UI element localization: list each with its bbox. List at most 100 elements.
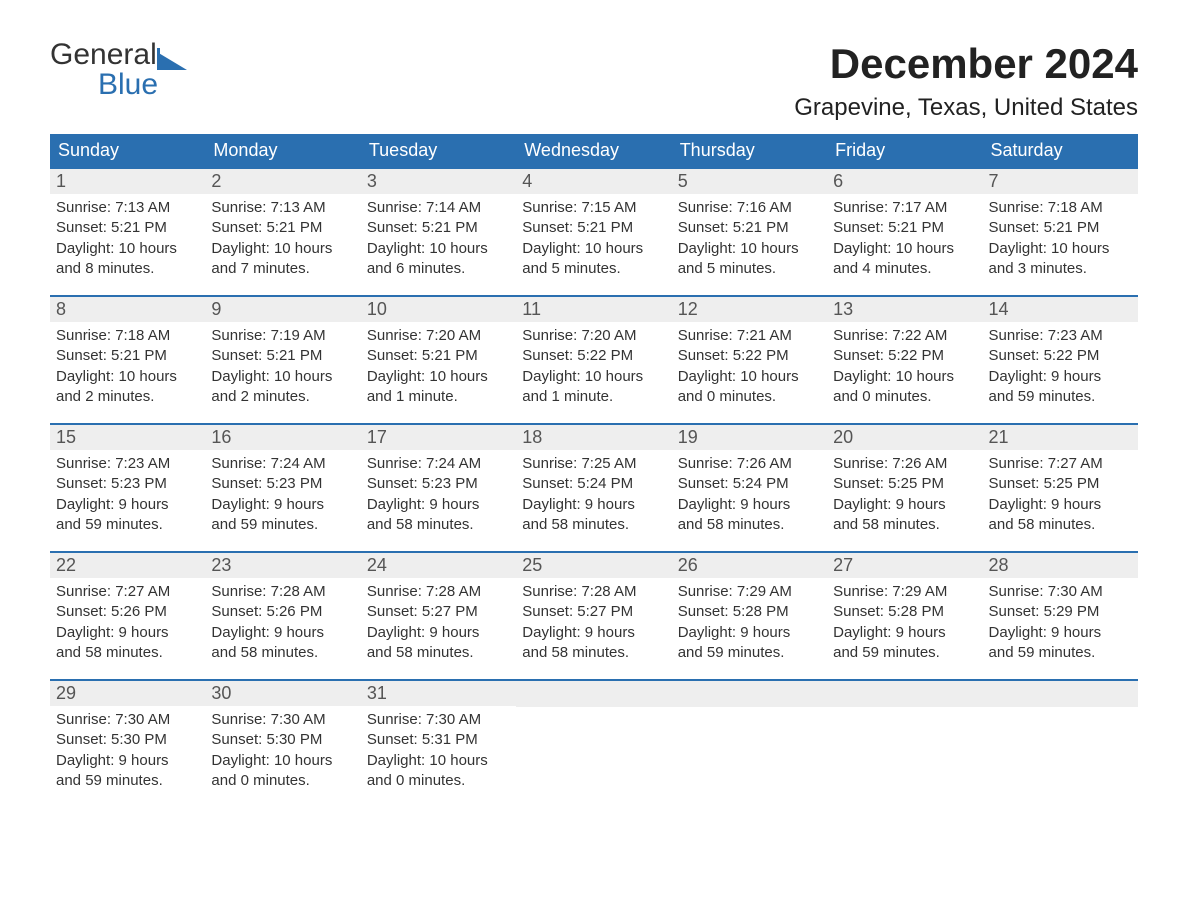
sunset-text: Sunset: 5:28 PM xyxy=(833,602,976,622)
sunset-text: Sunset: 5:22 PM xyxy=(833,346,976,366)
sunset-text: Sunset: 5:30 PM xyxy=(56,730,199,750)
header: General Blue December 2024 Grapevine, Te… xyxy=(50,40,1138,122)
sunrise-text: Sunrise: 7:19 AM xyxy=(211,326,354,346)
calendar-cell: 11Sunrise: 7:20 AMSunset: 5:22 PMDayligh… xyxy=(516,295,671,423)
day-content: Sunrise: 7:19 AMSunset: 5:21 PMDaylight:… xyxy=(205,322,360,411)
sunset-text: Sunset: 5:21 PM xyxy=(56,346,199,366)
day-number: 4 xyxy=(516,167,671,194)
day-number: 27 xyxy=(827,551,982,578)
calendar-cell: 10Sunrise: 7:20 AMSunset: 5:21 PMDayligh… xyxy=(361,295,516,423)
calendar-cell: 23Sunrise: 7:28 AMSunset: 5:26 PMDayligh… xyxy=(205,551,360,679)
sunset-text: Sunset: 5:21 PM xyxy=(989,218,1132,238)
daylight-text: and 8 minutes. xyxy=(56,259,199,279)
sunrise-text: Sunrise: 7:15 AM xyxy=(522,198,665,218)
calendar-cell: 18Sunrise: 7:25 AMSunset: 5:24 PMDayligh… xyxy=(516,423,671,551)
daylight-text: and 0 minutes. xyxy=(211,771,354,791)
weekday-thursday: Thursday xyxy=(672,134,827,167)
calendar-cell xyxy=(983,679,1138,807)
calendar-cell: 9Sunrise: 7:19 AMSunset: 5:21 PMDaylight… xyxy=(205,295,360,423)
day-content: Sunrise: 7:14 AMSunset: 5:21 PMDaylight:… xyxy=(361,194,516,283)
day-content: Sunrise: 7:28 AMSunset: 5:27 PMDaylight:… xyxy=(361,578,516,667)
calendar-cell: 26Sunrise: 7:29 AMSunset: 5:28 PMDayligh… xyxy=(672,551,827,679)
day-content: Sunrise: 7:26 AMSunset: 5:24 PMDaylight:… xyxy=(672,450,827,539)
day-number: 13 xyxy=(827,295,982,322)
sunrise-text: Sunrise: 7:28 AM xyxy=(522,582,665,602)
daylight-text: Daylight: 10 hours xyxy=(678,239,821,259)
day-number: 8 xyxy=(50,295,205,322)
sunrise-text: Sunrise: 7:18 AM xyxy=(56,326,199,346)
calendar-cell: 7Sunrise: 7:18 AMSunset: 5:21 PMDaylight… xyxy=(983,167,1138,295)
daylight-text: Daylight: 9 hours xyxy=(989,367,1132,387)
sunrise-text: Sunrise: 7:18 AM xyxy=(989,198,1132,218)
logo-text-general: General xyxy=(50,40,157,70)
sunrise-text: Sunrise: 7:29 AM xyxy=(678,582,821,602)
day-number: 10 xyxy=(361,295,516,322)
calendar-cell: 16Sunrise: 7:24 AMSunset: 5:23 PMDayligh… xyxy=(205,423,360,551)
day-content: Sunrise: 7:28 AMSunset: 5:27 PMDaylight:… xyxy=(516,578,671,667)
day-content: Sunrise: 7:25 AMSunset: 5:24 PMDaylight:… xyxy=(516,450,671,539)
sunrise-text: Sunrise: 7:13 AM xyxy=(211,198,354,218)
weekday-header-row: Sunday Monday Tuesday Wednesday Thursday… xyxy=(50,134,1138,167)
sunrise-text: Sunrise: 7:25 AM xyxy=(522,454,665,474)
sunrise-text: Sunrise: 7:13 AM xyxy=(56,198,199,218)
daylight-text: and 58 minutes. xyxy=(367,643,510,663)
sunrise-text: Sunrise: 7:14 AM xyxy=(367,198,510,218)
day-content: Sunrise: 7:29 AMSunset: 5:28 PMDaylight:… xyxy=(827,578,982,667)
daylight-text: Daylight: 10 hours xyxy=(211,239,354,259)
sunrise-text: Sunrise: 7:20 AM xyxy=(367,326,510,346)
sunrise-text: Sunrise: 7:30 AM xyxy=(989,582,1132,602)
day-content: Sunrise: 7:15 AMSunset: 5:21 PMDaylight:… xyxy=(516,194,671,283)
day-number: 24 xyxy=(361,551,516,578)
daylight-text: and 58 minutes. xyxy=(989,515,1132,535)
calendar-cell: 2Sunrise: 7:13 AMSunset: 5:21 PMDaylight… xyxy=(205,167,360,295)
daylight-text: Daylight: 10 hours xyxy=(833,239,976,259)
daylight-text: and 58 minutes. xyxy=(56,643,199,663)
daylight-text: Daylight: 10 hours xyxy=(211,751,354,771)
daylight-text: and 2 minutes. xyxy=(56,387,199,407)
day-number: 9 xyxy=(205,295,360,322)
daylight-text: Daylight: 10 hours xyxy=(56,239,199,259)
day-content: Sunrise: 7:30 AMSunset: 5:31 PMDaylight:… xyxy=(361,706,516,795)
weekday-saturday: Saturday xyxy=(983,134,1138,167)
daylight-text: and 6 minutes. xyxy=(367,259,510,279)
sunset-text: Sunset: 5:26 PM xyxy=(56,602,199,622)
calendar-week-row: 15Sunrise: 7:23 AMSunset: 5:23 PMDayligh… xyxy=(50,423,1138,551)
calendar-cell: 6Sunrise: 7:17 AMSunset: 5:21 PMDaylight… xyxy=(827,167,982,295)
sunset-text: Sunset: 5:27 PM xyxy=(367,602,510,622)
day-content: Sunrise: 7:22 AMSunset: 5:22 PMDaylight:… xyxy=(827,322,982,411)
day-content: Sunrise: 7:13 AMSunset: 5:21 PMDaylight:… xyxy=(205,194,360,283)
daylight-text: and 59 minutes. xyxy=(211,515,354,535)
daylight-text: and 58 minutes. xyxy=(678,515,821,535)
calendar-cell: 3Sunrise: 7:14 AMSunset: 5:21 PMDaylight… xyxy=(361,167,516,295)
sunset-text: Sunset: 5:23 PM xyxy=(56,474,199,494)
daylight-text: Daylight: 9 hours xyxy=(989,623,1132,643)
daylight-text: Daylight: 10 hours xyxy=(56,367,199,387)
daylight-text: and 7 minutes. xyxy=(211,259,354,279)
calendar-cell: 31Sunrise: 7:30 AMSunset: 5:31 PMDayligh… xyxy=(361,679,516,807)
month-title: December 2024 xyxy=(794,40,1138,88)
calendar-cell: 15Sunrise: 7:23 AMSunset: 5:23 PMDayligh… xyxy=(50,423,205,551)
day-content: Sunrise: 7:23 AMSunset: 5:23 PMDaylight:… xyxy=(50,450,205,539)
day-number: 3 xyxy=(361,167,516,194)
daylight-text: Daylight: 10 hours xyxy=(678,367,821,387)
sunrise-text: Sunrise: 7:21 AM xyxy=(678,326,821,346)
daylight-text: Daylight: 10 hours xyxy=(367,239,510,259)
sunrise-text: Sunrise: 7:30 AM xyxy=(56,710,199,730)
day-content: Sunrise: 7:20 AMSunset: 5:21 PMDaylight:… xyxy=(361,322,516,411)
daylight-text: and 59 minutes. xyxy=(678,643,821,663)
daylight-text: and 0 minutes. xyxy=(833,387,976,407)
sunrise-text: Sunrise: 7:29 AM xyxy=(833,582,976,602)
daylight-text: and 0 minutes. xyxy=(367,771,510,791)
sunset-text: Sunset: 5:21 PM xyxy=(56,218,199,238)
calendar-cell: 22Sunrise: 7:27 AMSunset: 5:26 PMDayligh… xyxy=(50,551,205,679)
daylight-text: Daylight: 10 hours xyxy=(833,367,976,387)
daylight-text: Daylight: 9 hours xyxy=(56,623,199,643)
calendar-cell: 12Sunrise: 7:21 AMSunset: 5:22 PMDayligh… xyxy=(672,295,827,423)
day-number: 16 xyxy=(205,423,360,450)
daylight-text: Daylight: 9 hours xyxy=(522,495,665,515)
day-content: Sunrise: 7:30 AMSunset: 5:30 PMDaylight:… xyxy=(205,706,360,795)
daylight-text: Daylight: 9 hours xyxy=(833,495,976,515)
day-number: 14 xyxy=(983,295,1138,322)
sunset-text: Sunset: 5:23 PM xyxy=(211,474,354,494)
day-number: 31 xyxy=(361,679,516,706)
